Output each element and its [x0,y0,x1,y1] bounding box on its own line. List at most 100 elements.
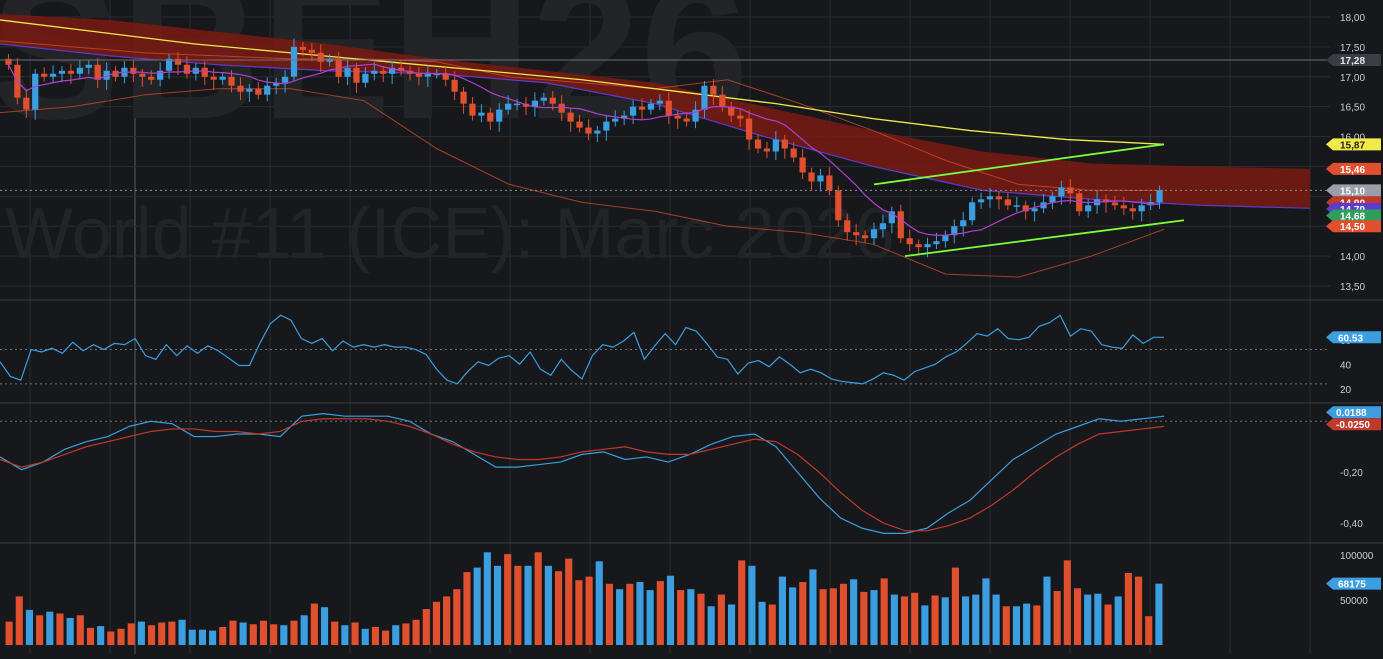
volume-bar[interactable] [1094,593,1102,645]
volume-bar[interactable] [1023,603,1031,645]
candle[interactable] [308,43,315,62]
candle[interactable] [960,211,967,237]
candle[interactable] [728,101,735,123]
candle[interactable] [1031,201,1038,222]
volume-bar[interactable] [605,583,613,645]
volume-bar[interactable] [707,606,715,645]
candle[interactable] [1004,192,1011,211]
volume-bar[interactable] [1084,594,1092,645]
candle[interactable] [888,206,895,234]
candle[interactable] [781,134,788,159]
candle[interactable] [531,92,539,117]
candle[interactable] [558,95,565,122]
volume-bar[interactable] [951,567,959,645]
volume-bar[interactable] [839,583,848,645]
volume-bar[interactable] [443,596,451,645]
candle[interactable] [335,52,342,84]
volume-bar[interactable] [1053,591,1061,645]
candle[interactable] [389,61,396,84]
candle[interactable] [763,141,771,159]
volume-bar[interactable] [300,615,308,645]
volume-bar[interactable] [392,625,400,645]
candle[interactable] [469,97,476,121]
volume-bar[interactable] [931,595,939,646]
volume-bar[interactable] [992,594,1000,645]
volume-bar[interactable] [616,589,624,645]
candle[interactable] [58,65,66,83]
volume-bar[interactable] [1063,560,1071,645]
candle[interactable] [1013,196,1020,212]
volume-bar[interactable] [524,565,532,645]
candle[interactable] [656,94,663,111]
volume-bar[interactable] [1073,588,1082,645]
candle[interactable] [380,65,387,83]
volume-bar[interactable] [626,583,634,645]
candle[interactable] [567,107,574,132]
trend-line-lower[interactable] [904,219,1185,258]
volume-bar[interactable] [921,605,929,645]
volume-bar[interactable] [137,621,145,645]
volume-bar[interactable] [412,619,420,645]
volume-bar[interactable] [687,589,695,645]
candle[interactable] [478,104,485,123]
volume-bar[interactable] [147,625,156,645]
volume-bar[interactable] [514,565,522,645]
candle[interactable] [246,83,253,102]
volume-bar[interactable] [758,601,766,645]
volume-bar[interactable] [310,603,318,645]
volume-bar[interactable] [778,576,786,645]
volume-bar[interactable] [585,576,593,645]
volume-bar[interactable] [453,589,461,645]
volume-bar[interactable] [493,565,502,645]
candle[interactable] [594,125,601,142]
volume-bar[interactable] [188,629,196,645]
candle[interactable] [692,101,699,129]
volume-panel[interactable] [5,552,1163,646]
candle[interactable] [817,168,824,192]
rsi-panel[interactable] [0,314,1330,385]
candle[interactable] [1102,194,1110,213]
candle[interactable] [85,60,92,75]
macd-line[interactable] [0,413,1165,534]
volume-bar[interactable] [1002,606,1010,645]
candle[interactable] [362,67,369,88]
candle[interactable] [41,67,48,82]
candle[interactable] [281,70,289,93]
candle[interactable] [237,77,244,101]
candle[interactable] [629,100,637,124]
volume-bar[interactable] [127,623,135,645]
volume-bar[interactable] [1155,583,1163,645]
volume-bar[interactable] [1114,596,1122,645]
volume-bar[interactable] [76,615,84,645]
candle[interactable] [299,42,307,57]
volume-bar[interactable] [56,613,64,646]
volume-bar[interactable] [239,622,247,646]
volume-bar[interactable] [178,619,186,645]
price-panel[interactable] [0,13,1330,278]
volume-bar[interactable] [168,621,176,645]
candle[interactable] [496,103,503,132]
volume-bar[interactable] [371,627,379,645]
volume-bar[interactable] [666,575,675,645]
volume-bar[interactable] [290,620,298,645]
candle[interactable] [344,59,351,86]
candle[interactable] [835,185,842,227]
candle[interactable] [94,58,101,89]
candle[interactable] [112,65,119,82]
volume-bar[interactable] [402,623,410,645]
volume-bar[interactable] [1104,604,1112,646]
candle[interactable] [255,82,262,100]
volume-bar[interactable] [890,594,898,645]
volume-bar[interactable] [870,590,878,645]
volume-bar[interactable] [361,628,369,645]
candle[interactable] [264,77,271,102]
volume-bar[interactable] [575,580,583,645]
volume-bar[interactable] [677,590,685,645]
volume-bar[interactable] [799,582,807,645]
volume-bar[interactable] [768,604,776,646]
candle[interactable] [371,62,378,81]
candle[interactable] [540,92,547,106]
volume-bar[interactable] [565,558,573,645]
volume-bar[interactable] [483,552,491,645]
candle[interactable] [710,79,717,105]
